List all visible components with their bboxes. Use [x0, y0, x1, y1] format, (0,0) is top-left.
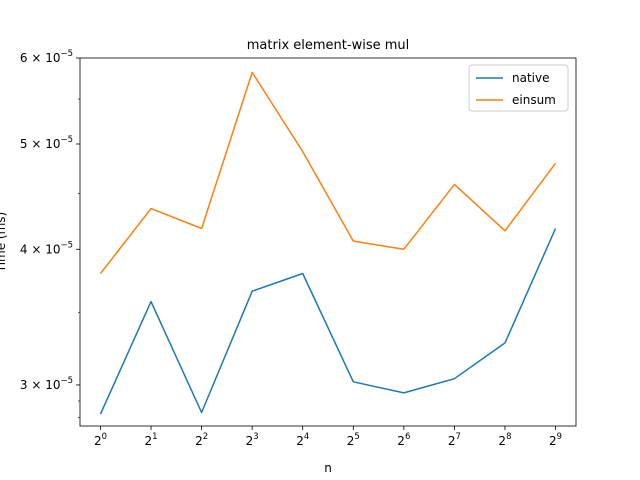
y-axis-label: Time (ms) [0, 212, 8, 274]
x-axis: 20 21 22 23 24 25 26 27 28 29 [94, 426, 562, 448]
series-line-native [99, 228, 557, 415]
y-tick-label: 4 × 10−5 [20, 240, 73, 256]
legend-label-einsum: einsum [512, 93, 556, 107]
x-tick-label: 20 [94, 432, 107, 448]
axes-frame [79, 57, 577, 427]
series-line-einsum [99, 71, 557, 274]
x-axis-label: n [324, 461, 332, 475]
plot-area [99, 71, 557, 415]
chart-title: matrix element-wise mul [247, 38, 409, 53]
x-tick-label: 27 [448, 432, 461, 448]
x-tick-label: 23 [246, 432, 259, 448]
legend: native einsum [468, 64, 569, 112]
x-tick-label: 24 [296, 432, 309, 448]
x-tick-label: 26 [397, 432, 410, 448]
x-tick-label: 25 [347, 432, 360, 448]
y-tick-label: 6 × 10−5 [20, 49, 73, 65]
x-tick-label: 22 [195, 432, 208, 448]
x-tick-label: 28 [498, 432, 511, 448]
y-tick-label: 3 × 10−5 [20, 376, 73, 392]
y-axis: 3 × 10−5 4 × 10−5 5 × 10−5 6 × 10−5 [20, 49, 80, 418]
y-tick-label: 5 × 10−5 [20, 135, 73, 151]
x-tick-label: 21 [145, 432, 158, 448]
legend-label-native: native [512, 71, 549, 85]
x-tick-label: 29 [549, 432, 562, 448]
